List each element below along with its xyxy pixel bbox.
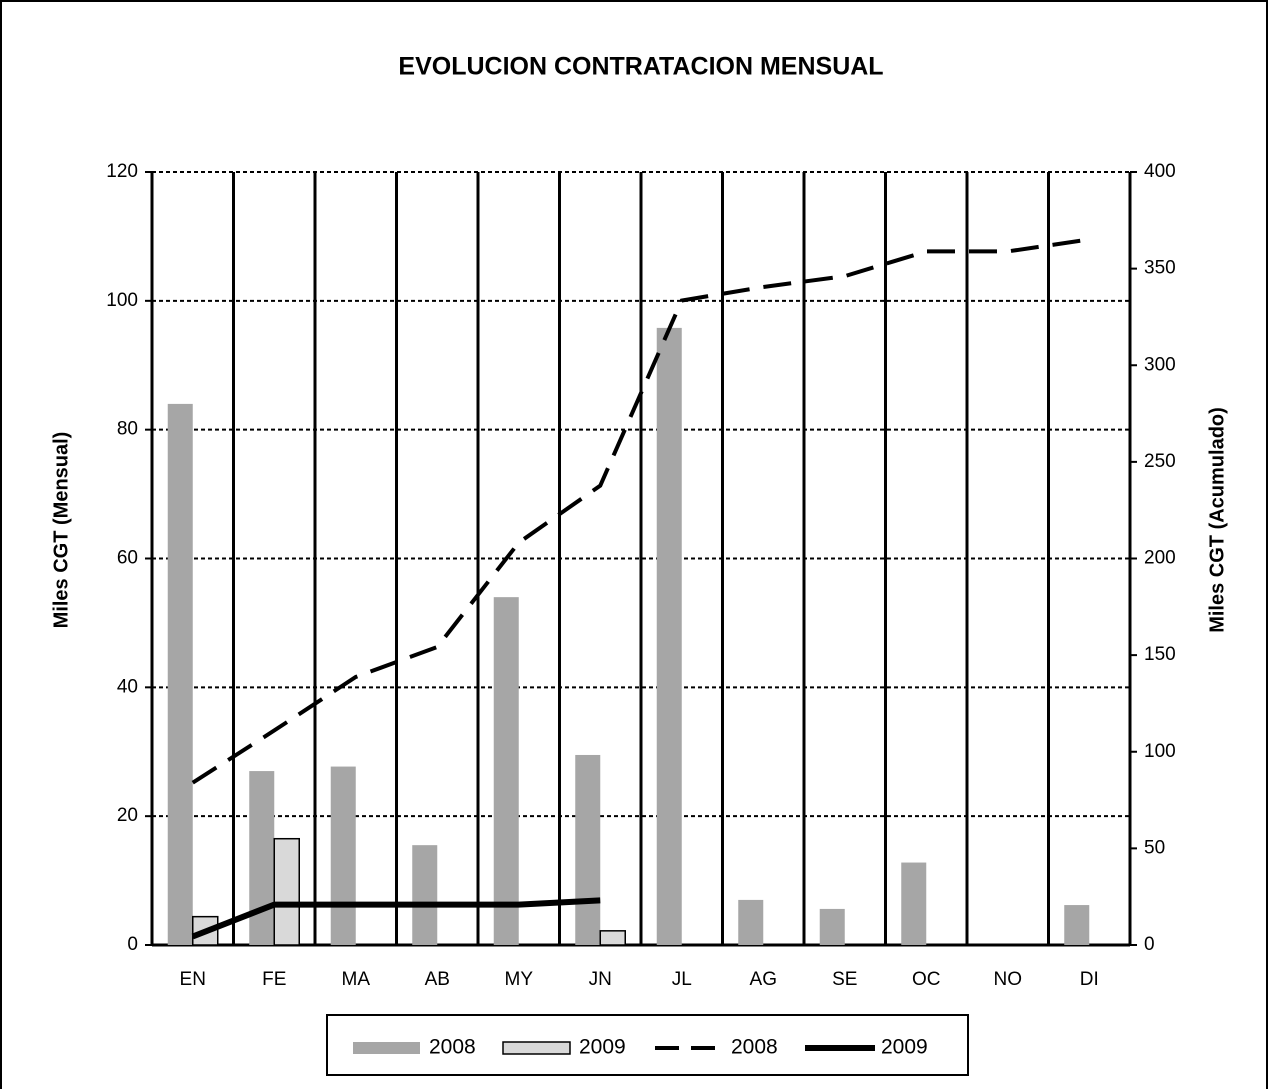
line-series — [191, 237, 1090, 785]
bar — [412, 845, 438, 945]
y-axis-title: Miles CGT (Mensual) — [50, 432, 72, 629]
bar — [819, 908, 845, 945]
line-series — [191, 897, 601, 940]
legend-swatch — [353, 1042, 420, 1054]
y2-tick-label: 350 — [1144, 258, 1176, 279]
y2-tick-label: 0 — [1144, 934, 1155, 955]
y2-axis-title: Miles CGT (Acumulado) — [1206, 407, 1228, 633]
chart-title: EVOLUCION CONTRATACION MENSUAL — [398, 53, 883, 81]
x-tick-label: OC — [912, 969, 941, 990]
y2-tick-label: 100 — [1144, 741, 1176, 762]
x-tick-label: FE — [262, 969, 286, 990]
y2-tick-label: 250 — [1144, 451, 1176, 472]
bar — [575, 754, 601, 945]
bar — [249, 771, 275, 945]
legend-swatch — [502, 1041, 571, 1055]
x-tick-label: AG — [750, 969, 777, 990]
bar — [738, 899, 764, 945]
bar — [167, 403, 193, 945]
y-tick-label: 80 — [117, 419, 138, 440]
y-tick-label: 60 — [117, 548, 138, 569]
y2-tick-label: 50 — [1144, 837, 1165, 858]
y-tick-label: 0 — [127, 934, 138, 955]
bar — [656, 327, 682, 946]
x-tick-label: DI — [1080, 969, 1099, 990]
y2-tick-label: 200 — [1144, 548, 1176, 569]
bar — [1064, 905, 1090, 945]
x-tick-label: AB — [425, 969, 450, 990]
legend-label: 2008 — [731, 1036, 778, 1059]
y-tick-label: 20 — [117, 805, 138, 826]
legend-label: 2009 — [881, 1036, 928, 1059]
legend-label: 2009 — [579, 1036, 626, 1059]
y2-tick-label: 400 — [1144, 161, 1176, 182]
bar — [599, 930, 626, 946]
x-tick-label: SE — [832, 969, 857, 990]
bar — [330, 766, 356, 945]
x-tick-label: MA — [342, 969, 371, 990]
y2-tick-label: 300 — [1144, 354, 1176, 375]
y-tick-label: 40 — [117, 676, 138, 697]
bar — [901, 862, 927, 945]
y-tick-label: 120 — [106, 161, 138, 182]
x-tick-label: EN — [180, 969, 206, 990]
legend-label: 2008 — [429, 1036, 476, 1059]
x-tick-label: NO — [994, 969, 1023, 990]
y2-tick-label: 150 — [1144, 644, 1176, 665]
y-tick-label: 100 — [106, 290, 138, 311]
x-tick-label: MY — [505, 969, 534, 990]
bar — [273, 837, 300, 946]
x-tick-label: JL — [672, 969, 692, 990]
x-tick-label: JN — [589, 969, 612, 990]
bar — [493, 597, 519, 945]
